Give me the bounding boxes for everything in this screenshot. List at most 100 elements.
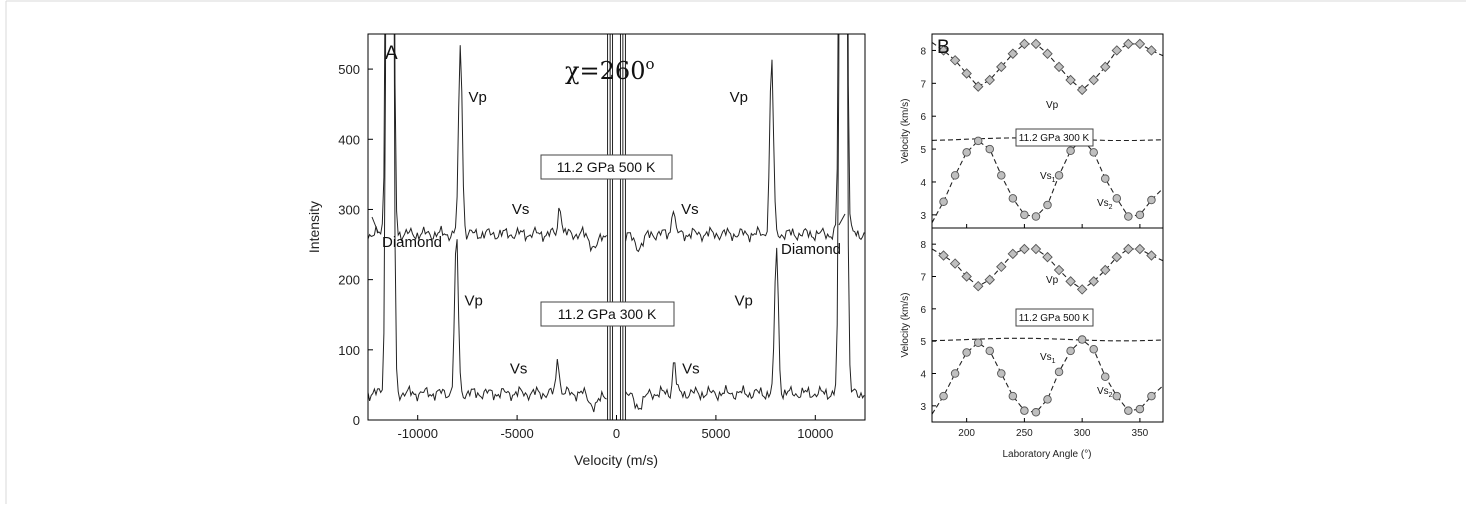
- panel-b-top-condition-label: 11.2 GPa 300 K: [1019, 133, 1090, 144]
- panel-b-vp-point: [996, 61, 1007, 73]
- panel-a-chart: -10000 -5000 0 5000 10000 0 100 200 300 400 500 Ve…: [306, 33, 866, 468]
- panel-a-peak-label: Vp: [464, 292, 482, 309]
- panel-b-ytick-label: 5: [920, 337, 926, 348]
- panel-b-ytick-label: 3: [920, 402, 926, 413]
- panel-b-vs2-point: [1100, 372, 1110, 381]
- panel-a-spectra: [368, 34, 865, 420]
- panel-b-vs2-point: [1008, 194, 1018, 203]
- panel-b-bottom-ylabel: Velocity (km/s): [900, 292, 911, 357]
- panel-b-ytick-label: 4: [920, 370, 926, 381]
- panel-b-vs2-point: [1112, 391, 1122, 401]
- panel-a-legend-500k: 11.2 GPa 500 K: [540, 154, 673, 180]
- panel-b-vp-point: [961, 68, 972, 79]
- panel-b-top-ylabel: Velocity (km/s): [900, 98, 911, 163]
- panel-a-xtick-label: -5000: [500, 426, 533, 441]
- panel-a-ytick-label: 200: [338, 273, 360, 288]
- panel-b-bottom-vp-label: Vp: [1046, 275, 1059, 286]
- panel-b-ytick-label: 7: [920, 273, 926, 284]
- panel-b-ytick-label: 8: [920, 46, 926, 57]
- panel-a-xtick-label: 5000: [701, 426, 730, 441]
- panel-b-xtick-label: 200: [958, 428, 975, 439]
- diamond-label-right: Diamond: [781, 241, 841, 258]
- panel-b-vs2-point: [985, 144, 995, 154]
- panel-b-vp-point: [1146, 45, 1157, 56]
- panel-a-ytick-label: 100: [338, 343, 360, 358]
- panel-b-vs2-point: [1147, 391, 1156, 401]
- panel-b-top-vp-label: Vp: [1046, 100, 1059, 111]
- panel-b-vs2-point: [950, 171, 960, 180]
- panel-b-ytick-label: 6: [920, 112, 926, 123]
- panel-b-vp-point: [1076, 284, 1088, 295]
- panel-b-vs2-point: [962, 348, 971, 357]
- panel-b-xtick-label: 350: [1132, 428, 1149, 439]
- panel-b-vp-point: [1088, 276, 1099, 287]
- panel-b-vs2-point: [985, 346, 995, 356]
- panel-b-vs2-point: [1043, 200, 1052, 210]
- panel-b-vs2-point: [1089, 345, 1098, 354]
- panel-b-vp-point: [972, 81, 984, 92]
- panel-b-vp-point: [949, 55, 961, 66]
- panel-b-top-subplot: [932, 38, 1163, 223]
- panel-a-peak-label: Vs: [682, 360, 700, 377]
- panel-a-ytick-label: 300: [338, 202, 360, 217]
- panel-b-top-vs1-label: Vs1: [1040, 171, 1056, 184]
- panel-b-bottom-condition-box: [1015, 308, 1094, 327]
- panel-b-vs2-point: [1031, 408, 1041, 417]
- panel-b-bottom-vs2-label: Vs2: [1097, 386, 1113, 399]
- panel-b-top-condition-box: [1015, 128, 1094, 147]
- panel-b-vp-point: [1123, 38, 1134, 50]
- panel-a-box-500k-label: 11.2 GPa 500 K: [557, 159, 656, 175]
- diamond-arrow-right: [838, 213, 846, 226]
- panel-b-vs2-point: [1089, 148, 1098, 157]
- panel-b-vp-point: [1123, 243, 1134, 255]
- panel-a-letter: A: [385, 43, 398, 64]
- panel-b-vp-point: [1065, 74, 1076, 86]
- panel-a-peak-label: Vp: [468, 89, 486, 106]
- panel-b-vs2-point: [997, 369, 1006, 378]
- panel-b-bottom-condition-label: 11.2 GPa 500 K: [1019, 313, 1090, 324]
- panel-b-vs2-point: [1020, 406, 1029, 415]
- panel-b-vs2-point: [1066, 346, 1075, 356]
- panel-b-vp-point: [1042, 251, 1053, 263]
- panel-a-peak-label: Vs: [510, 360, 528, 377]
- panel-b-vp-point: [1007, 248, 1019, 260]
- panel-a-peak-label: Vs: [681, 201, 699, 218]
- panel-a-box-500k: [540, 154, 673, 180]
- panel-a-box-300k: [540, 301, 675, 327]
- panel-b-vp-point: [1111, 45, 1123, 56]
- panel-a-spectrum-line: [368, 34, 865, 413]
- panel-b-ytick-label: 5: [920, 145, 926, 156]
- panel-a-ytick-label: 0: [353, 413, 360, 428]
- panel-b-bottom-vs1-label: Vs1: [1040, 352, 1056, 365]
- panel-b-vs2-point: [1031, 212, 1041, 221]
- panel-b-vp-point: [1088, 74, 1099, 86]
- panel-b-xtick-label: 250: [1016, 428, 1033, 439]
- panel-b-vs2-point: [1077, 335, 1087, 344]
- panel-b-vp-point: [1042, 48, 1053, 59]
- panel-a-xlabel: Velocity (m/s): [574, 452, 658, 468]
- panel-b-vs2-point: [1066, 146, 1075, 155]
- panel-a-xtick-label: -10000: [397, 426, 437, 441]
- panel-b-ytick-label: 7: [920, 79, 926, 90]
- panel-b-bottom-condition: 11.2 GPa 500 K: [1015, 308, 1094, 327]
- panel-b-vp-point: [1007, 48, 1019, 59]
- panel-b-vs2-point: [939, 391, 948, 401]
- panel-b-vp-point: [949, 258, 961, 269]
- panel-a-xtick-label: 10000: [797, 426, 833, 441]
- panel-b-ytick-label: 4: [920, 178, 926, 189]
- panel-a-xtick-label: 0: [613, 426, 620, 441]
- panel-a-legend-300k: 11.2 GPa 300 K: [540, 301, 675, 327]
- panel-b-vs2-point: [1112, 194, 1122, 203]
- panel-a-peak-label: Vp: [735, 292, 753, 309]
- panel-b-letter: B: [937, 37, 950, 58]
- panel-b-vs2-point: [1147, 195, 1156, 205]
- panel-a-box-300k-label: 11.2 GPa 300 K: [558, 306, 657, 322]
- panel-b-vp-point: [1076, 84, 1088, 96]
- panel-b-vs1-curve: [932, 337, 1163, 342]
- panel-b-vp-point: [972, 280, 984, 292]
- diamond-label-left: Diamond: [382, 234, 442, 251]
- panel-b-vs2-point: [973, 136, 983, 146]
- panel-b-vs2-point: [962, 148, 971, 157]
- panel-b-vs2-point: [1135, 210, 1145, 220]
- panel-b-xtick-label: 300: [1074, 428, 1091, 439]
